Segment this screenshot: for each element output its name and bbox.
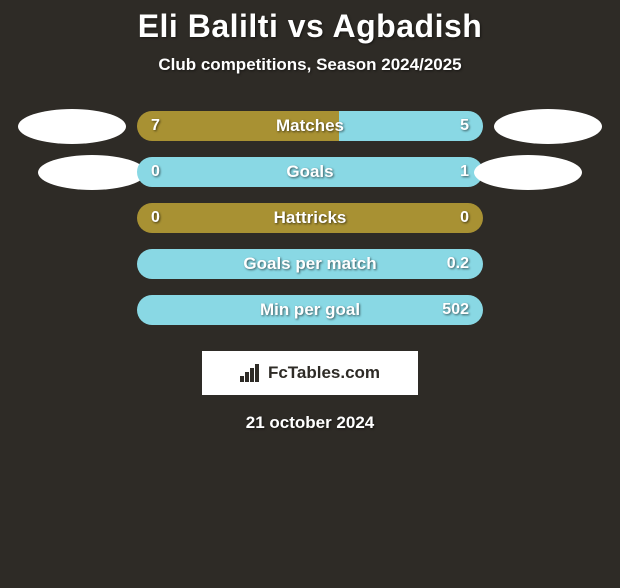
stat-label: Matches [276, 116, 344, 136]
stat-label: Goals [286, 162, 333, 182]
logo-text: FcTables.com [268, 363, 380, 383]
stat-row: Matches 7 5 [0, 103, 620, 149]
logo-box: FcTables.com [202, 351, 418, 395]
stat-row: Min per goal 502 [0, 287, 620, 333]
player1-oval [18, 109, 126, 144]
stat-bar: Hattricks 0 0 [137, 203, 483, 233]
page-title: Eli Balilti vs Agbadish [0, 8, 620, 45]
subtitle: Club competitions, Season 2024/2025 [0, 55, 620, 75]
stat-value-right: 0.2 [447, 255, 469, 273]
stat-value-right: 5 [460, 117, 469, 135]
stats-container: Matches 7 5 Goals 0 1 Hattricks 0 0 Goals per mat… [0, 103, 620, 333]
stat-bar: Goals 0 1 [137, 157, 483, 187]
player1-oval [38, 155, 146, 190]
stat-row: Goals per match 0.2 [0, 241, 620, 287]
player2-oval-slot [483, 155, 593, 190]
stat-value-left: 0 [151, 163, 160, 181]
stat-value-left: 7 [151, 117, 160, 135]
stat-bar: Goals per match 0.2 [137, 249, 483, 279]
stat-bar: Matches 7 5 [137, 111, 483, 141]
player2-oval [474, 155, 582, 190]
player1-oval-slot [27, 109, 137, 144]
player2-oval-slot [483, 109, 593, 144]
stat-row: Hattricks 0 0 [0, 195, 620, 241]
chart-icon [240, 364, 262, 382]
player1-oval-slot [27, 155, 137, 190]
stat-label: Goals per match [243, 254, 376, 274]
stat-value-right: 502 [442, 301, 469, 319]
stat-value-right: 1 [460, 163, 469, 181]
player2-oval [494, 109, 602, 144]
stat-row: Goals 0 1 [0, 149, 620, 195]
stat-bar: Min per goal 502 [137, 295, 483, 325]
stat-label: Min per goal [260, 300, 360, 320]
stat-value-right: 0 [460, 209, 469, 227]
stat-value-left: 0 [151, 209, 160, 227]
date-text: 21 october 2024 [0, 413, 620, 433]
stat-label: Hattricks [274, 208, 347, 228]
